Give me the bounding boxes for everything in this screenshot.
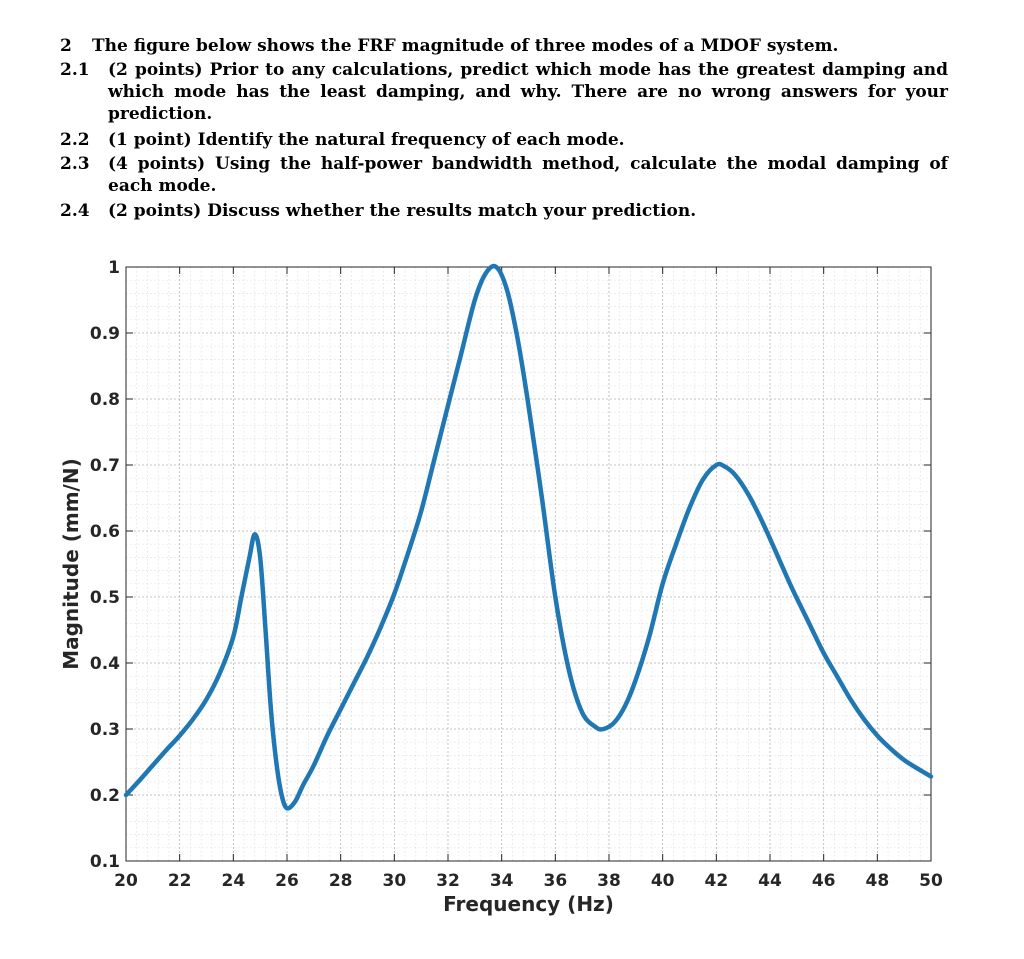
x-tick-label: 42 [704,871,728,891]
x-tick-label: 30 [382,871,406,891]
question-2-3: 2.3 (4 points) Using the half-power band… [60,153,950,197]
question-2-1: 2.1 (2 points) Prior to any calculations… [60,59,950,125]
question-number: 2.4 [60,201,90,221]
problem-intro: 2 The figure below shows the FRF magnitu… [60,35,960,57]
x-tick-label: 24 [221,871,245,891]
x-tick-label: 50 [919,871,943,891]
y-tick-label: 0.2 [90,786,120,806]
y-tick-label: 0.6 [90,522,120,542]
x-tick-label: 32 [436,871,460,891]
x-tick-label: 22 [168,871,192,891]
y-tick-label: 0.5 [90,588,120,608]
question-2-4: 2.4 (2 points) Discuss whether the resul… [60,200,950,222]
y-tick-label: 0.3 [90,720,120,740]
y-tick-label: 1 [108,258,120,278]
y-axis-label: Magnitude (mm/N) [59,458,83,669]
x-tick-label: 40 [651,871,675,891]
x-axis-label: Frequency (Hz) [443,892,614,916]
y-tick-label: 0.4 [90,654,120,674]
x-tick-label: 28 [329,871,353,891]
question-text: (1 point) Identify the natural frequency… [108,130,625,150]
question-text: (2 points) Prior to any calculations, pr… [108,60,948,124]
y-tick-label: 0.7 [90,456,120,476]
question-number: 2.1 [60,60,90,80]
y-tick-label: 0.9 [90,324,120,344]
x-tick-label: 48 [865,871,889,891]
frf-series-line [123,263,934,811]
axis-tick-labels: 20 22 24 26 28 30 32 34 36 38 40 42 44 46 48 50 0.1 0.2 0.… [90,258,943,891]
x-tick-label: 20 [114,871,138,891]
question-text: (2 points) Discuss whether the results m… [108,201,697,221]
problem-intro-text: The figure below shows the FRF magnitude… [92,36,839,56]
minor-grid [126,267,931,861]
plot-area [125,266,932,862]
x-tick-label: 26 [275,871,299,891]
x-tick-label: 38 [597,871,621,891]
x-tick-label: 44 [758,871,782,891]
x-tick-label: 36 [543,871,567,891]
question-number: 2.2 [60,130,90,150]
problem-number: 2 [60,36,72,56]
x-tick-label: 34 [490,871,514,891]
question-2-2: 2.2 (1 point) Identify the natural frequ… [60,129,950,151]
y-tick-label: 0.8 [90,390,120,410]
question-number: 2.3 [60,154,90,174]
y-tick-label: 0.1 [90,852,120,872]
question-text: (4 points) Using the half-power bandwidt… [108,154,948,196]
x-tick-label: 46 [812,871,836,891]
axis-ticks [125,266,932,862]
